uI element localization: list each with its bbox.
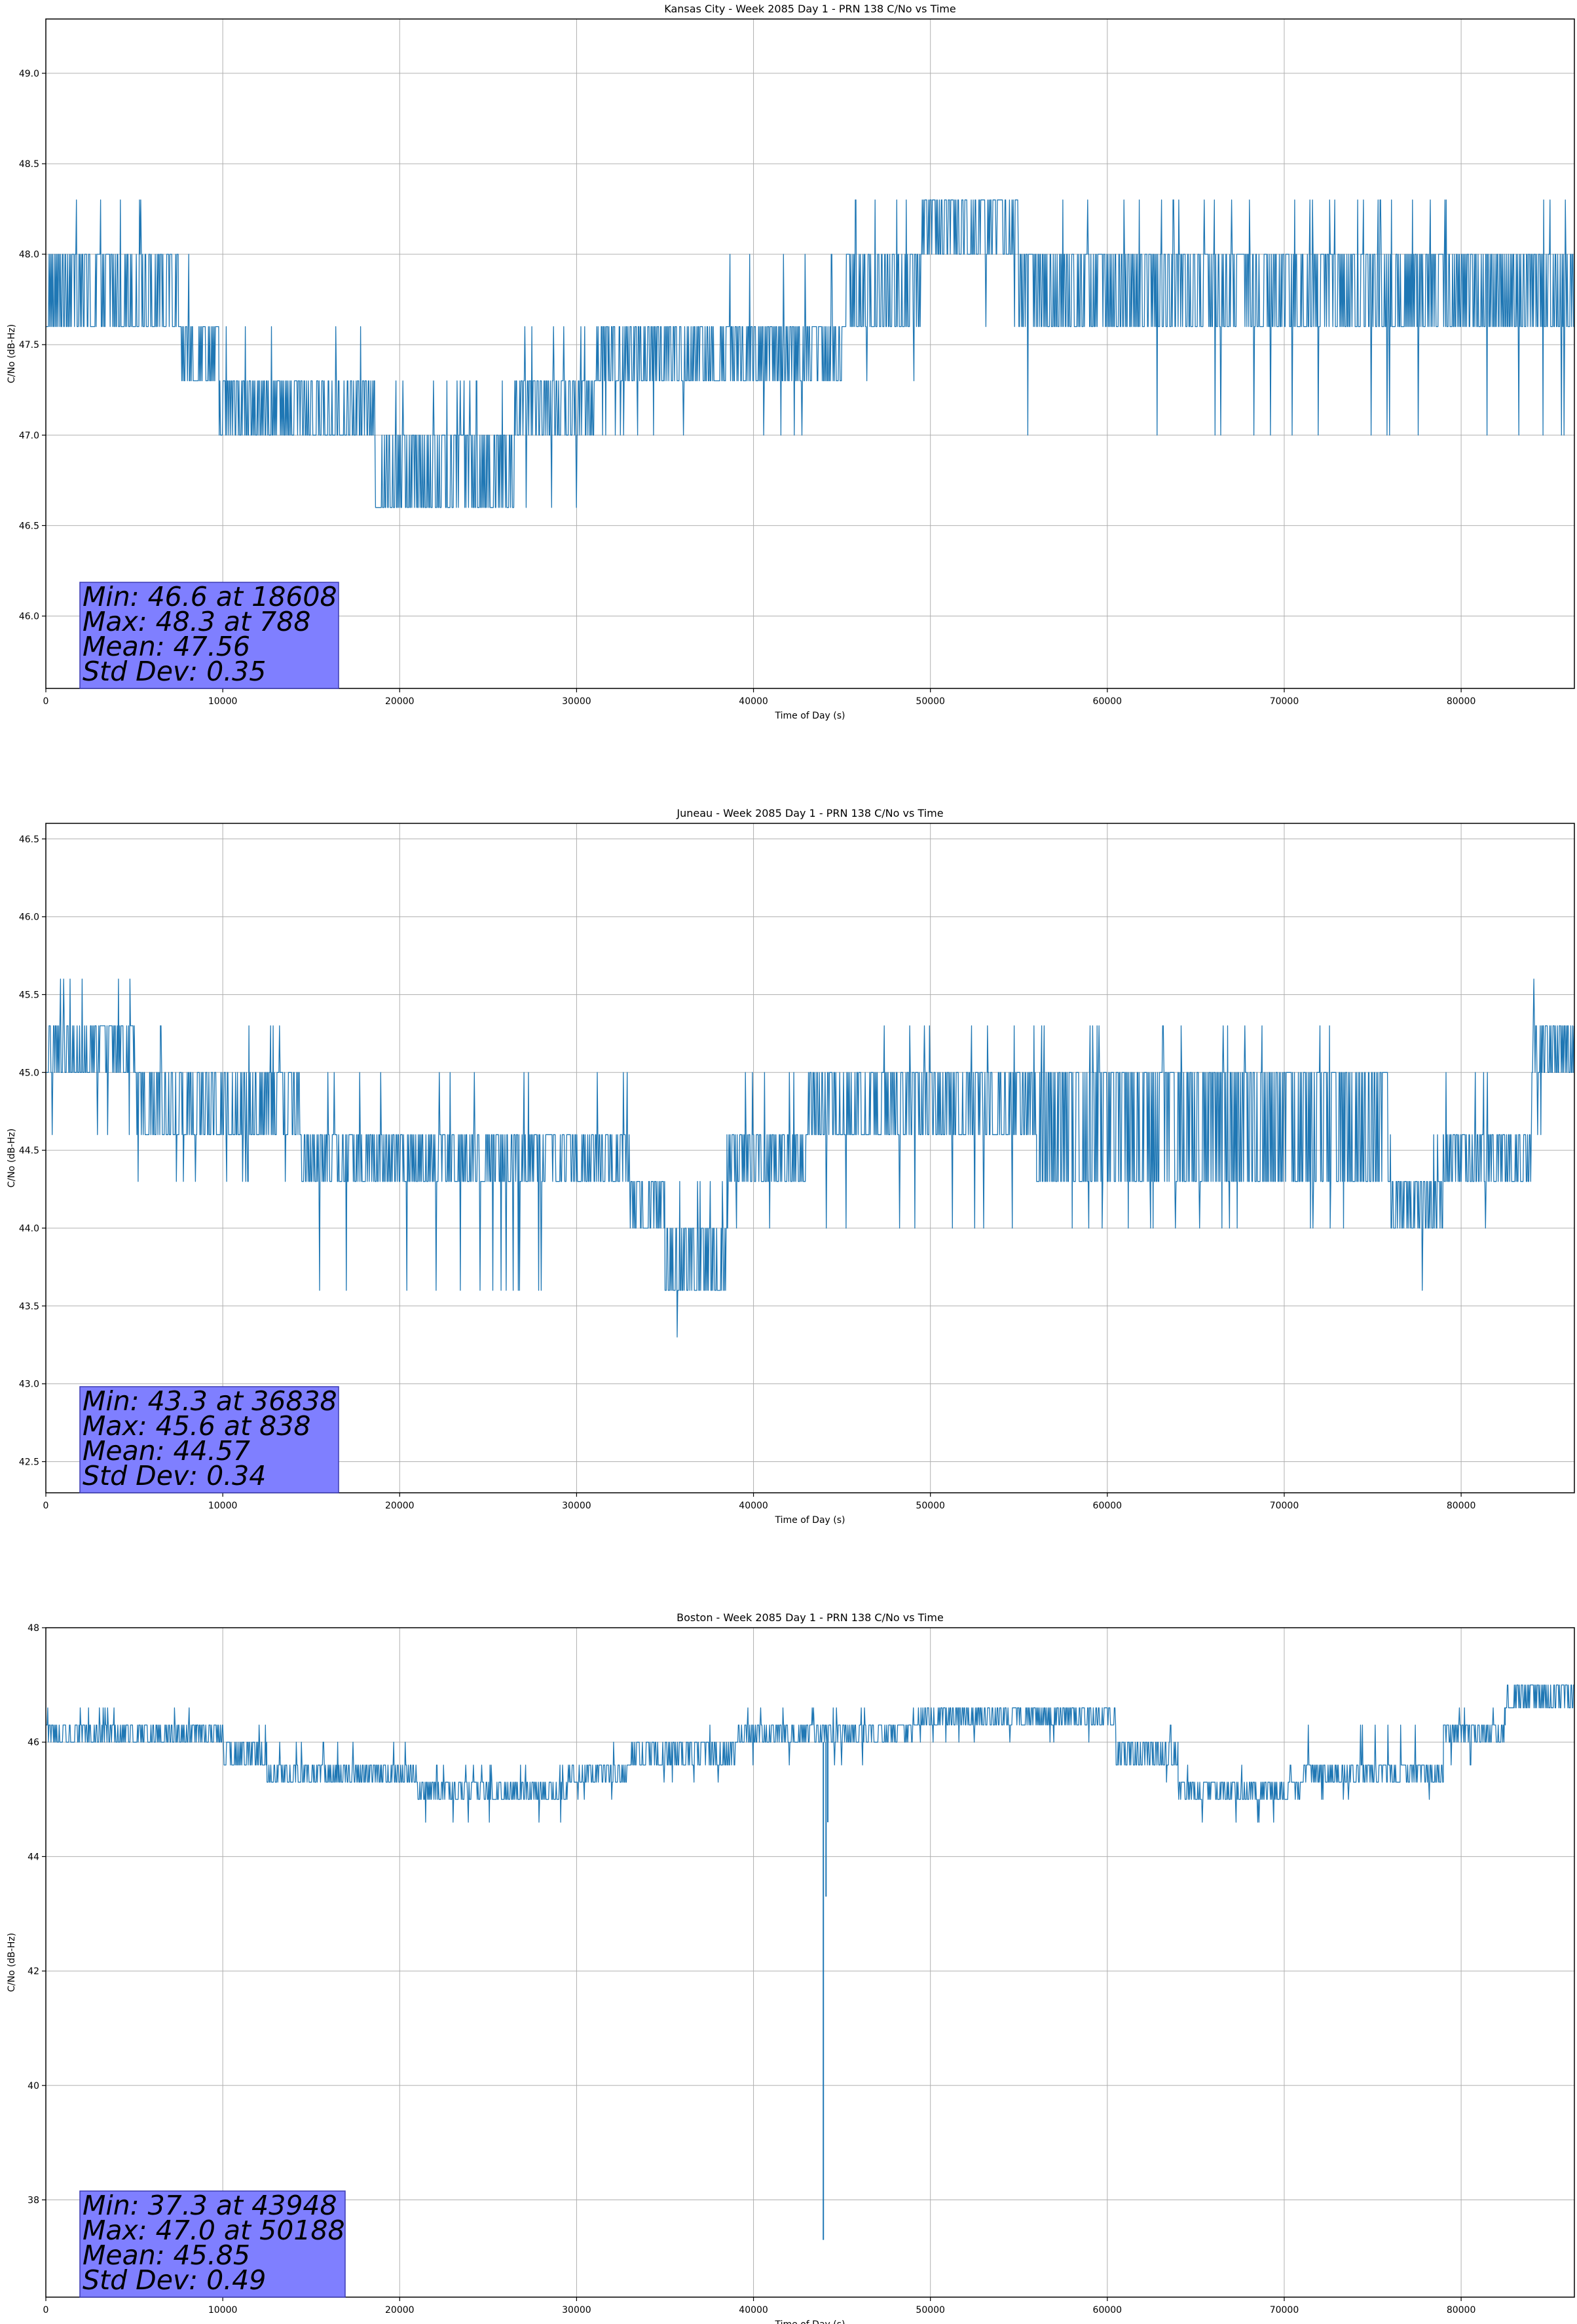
x-tick-label: 70000 [1270,1501,1299,1511]
x-tick-label: 50000 [916,2305,945,2315]
stats-min-text: Min: 37.3 at 43948 [83,2190,337,2221]
chart-title: Boston - Week 2085 Day 1 - PRN 138 C/No … [677,1611,944,1624]
x-tick-label: 30000 [562,1501,591,1511]
grid [45,19,1574,688]
x-tick-label: 20000 [385,1501,415,1511]
stats-mean-text: Mean: 44.57 [83,1435,250,1467]
x-tick-label: 10000 [208,2305,238,2315]
x-tick-label: 30000 [562,2305,591,2315]
y-tick-label: 48.5 [19,159,39,170]
y-tick-label: 44.5 [19,1146,39,1156]
y-tick-label: 46.0 [19,612,39,622]
x-axis-label: Time of Day (s) [775,711,845,721]
y-axis-label: C/No (dB-Hz) [7,324,17,383]
y-tick-label: 48.0 [19,250,39,260]
x-tick-label: 30000 [562,696,591,707]
x-tick-label: 0 [43,1501,49,1511]
stats-std-text: Std Dev: 0.49 [83,2264,266,2296]
y-tick-label: 49.0 [19,69,39,79]
x-tick-label: 20000 [385,2305,415,2315]
stats-mean-text: Mean: 45.85 [83,2240,250,2271]
x-tick-label: 10000 [208,696,238,707]
y-axis-label: C/No (dB-Hz) [7,1129,17,1188]
stats-std-text: Std Dev: 0.34 [83,1460,266,1491]
stats-box-background [79,1386,339,1493]
x-tick-label: 0 [43,696,49,707]
x-tick-label: 40000 [739,1501,768,1511]
stats-min-text: Min: 43.3 at 36838 [83,1385,337,1417]
stats-min-text: Min: 46.6 at 18608 [83,581,337,612]
plot-area [46,823,1574,1493]
plot-area [46,1628,1574,2297]
y-tick-label: 38 [28,2196,39,2206]
y-tick-label: 46 [28,1738,39,1748]
chart-1: 0 10000 20000 30000 40000 50000 60000 70000 8000… [7,3,1575,721]
x-tick-label: 40000 [739,2305,768,2315]
x-tick-label: 80000 [1447,1501,1476,1511]
chart-3: 0 10000 20000 30000 40000 50000 60000 70000 8000… [7,1611,1575,2324]
y-tick-label: 48 [28,1623,39,1634]
axes-frame [45,18,1575,689]
x-tick-label: 70000 [1270,696,1299,707]
x-tick-label: 40000 [739,696,768,707]
y-tick-label: 44 [28,1852,39,1862]
y-tick-label: 45.5 [19,990,39,1000]
x-axis-label: Time of Day (s) [775,1515,845,1526]
y-tick-label: 43.5 [19,1302,39,1312]
x-tick-label: 60000 [1093,1501,1122,1511]
x-tick-label: 60000 [1093,696,1122,707]
stats-mean-text: Mean: 47.56 [83,631,250,662]
x-tick-label: 50000 [916,696,945,707]
y-tick-label: 47.5 [19,340,39,350]
stats-max-text: Max: 48.3 at 788 [83,606,310,637]
x-tick-label: 70000 [1270,2305,1299,2315]
y-tick-label: 44.0 [19,1224,39,1234]
x-axis-label: Time of Day (s) [775,2319,845,2324]
x-tick-label: 50000 [916,1501,945,1511]
x-tick-label: 80000 [1447,2305,1476,2315]
x-tick-label: 60000 [1093,2305,1122,2315]
y-tick-label: 45.0 [19,1068,39,1078]
cno-trace [46,199,1574,508]
stats-box-background [79,582,339,689]
y-tick-label: 42.5 [19,1457,39,1467]
y-tick-label: 46.5 [19,834,39,845]
y-tick-label: 43.0 [19,1379,39,1390]
cno-trace [46,979,1575,1338]
stats-std-text: Std Dev: 0.35 [83,656,266,687]
y-tick-label: 42 [28,1966,39,1977]
x-tick-label: 0 [43,2305,49,2315]
x-tick-label: 10000 [208,1501,238,1511]
stats-max-text: Max: 47.0 at 50188 [83,2215,345,2246]
stats-box-background [79,2190,346,2298]
y-tick-label: 46.0 [19,912,39,923]
y-tick-label: 47.0 [19,430,39,441]
chart-title: Kansas City - Week 2085 Day 1 - PRN 138 … [664,3,955,15]
chart-2: 0 10000 20000 30000 40000 50000 60000 70000 8000… [7,807,1575,1526]
chart-title: Juneau - Week 2085 Day 1 - PRN 138 C/No … [676,807,943,819]
axes-frame [45,1627,1575,2298]
axes-frame [45,823,1575,1493]
cno-trace [46,1684,1574,1823]
stats-max-text: Max: 45.6 at 838 [83,1410,310,1442]
x-tick-label: 80000 [1447,696,1476,707]
y-tick-label: 40 [28,2081,39,2091]
y-tick-label: 46.5 [19,521,39,531]
y-axis-label: C/No (dB-Hz) [7,1933,17,1992]
x-tick-label: 20000 [385,696,415,707]
